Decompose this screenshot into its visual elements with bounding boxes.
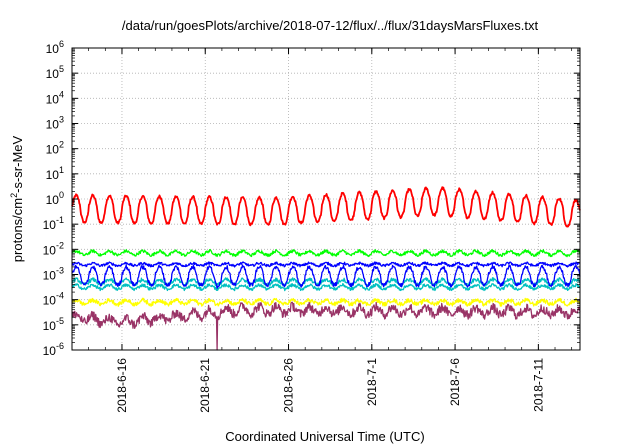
y-tick-label: 105 (46, 64, 64, 81)
y-tick-base: 10 (46, 118, 60, 132)
y-tick-label: 106 (46, 39, 64, 56)
x-tick-label: 2018-6-26 (282, 358, 296, 413)
y-tick-label: 100 (46, 190, 64, 207)
x-tick-label: 2018-7-1 (365, 358, 379, 406)
y-tick-label: 102 (46, 140, 64, 157)
grid (72, 48, 580, 350)
y-tick-label: 10-5 (43, 316, 64, 333)
y-axis-ticks: 10-610-510-410-310-210-11001011021031041… (43, 39, 580, 358)
y-tick-label: 10-4 (43, 291, 64, 308)
y-tick-base: 10 (43, 218, 57, 232)
y-tick-base: 10 (43, 269, 57, 283)
series-line-3 (71, 277, 581, 287)
y-tick-exponent: -2 (56, 240, 64, 250)
y-tick-base: 10 (46, 92, 60, 106)
series-line-4 (71, 264, 581, 291)
y-tick-exponent: 5 (59, 64, 64, 74)
y-tick-exponent: 0 (59, 190, 64, 200)
y-tick-base: 10 (43, 319, 57, 333)
y-tick-label: 10-6 (43, 341, 64, 358)
y-tick-exponent: -5 (56, 316, 64, 326)
y-tick-exponent: 1 (59, 165, 64, 175)
y-axis-label: protons/cm2-s-sr-MeV (9, 135, 25, 262)
series-line-7 (71, 301, 581, 351)
y-tick-base: 10 (43, 344, 57, 358)
y-tick-base: 10 (46, 168, 60, 182)
y-tick-label: 101 (46, 165, 64, 182)
series-line-1 (71, 248, 581, 258)
x-tick-label: 2018-6-21 (198, 358, 212, 413)
y-tick-base: 10 (43, 243, 57, 257)
y-tick-base: 10 (46, 67, 60, 81)
y-tick-exponent: -1 (56, 215, 64, 225)
y-tick-exponent: -6 (56, 341, 64, 351)
y-tick-label: 104 (46, 89, 64, 106)
y-tick-exponent: 6 (59, 39, 64, 49)
y-tick-base: 10 (46, 143, 60, 157)
y-tick-label: 10-3 (43, 266, 64, 283)
y-tick-label: 10-1 (43, 215, 64, 232)
y-tick-exponent: -3 (56, 266, 64, 276)
series-line-5 (71, 282, 581, 292)
y-tick-base: 10 (43, 294, 57, 308)
y-tick-label: 103 (46, 115, 64, 132)
y-tick-exponent: 4 (59, 89, 64, 99)
y-tick-exponent: -4 (56, 291, 64, 301)
y-tick-label: 10-2 (43, 240, 64, 257)
x-tick-label: 2018-7-11 (531, 358, 545, 412)
y-tick-base: 10 (46, 193, 60, 207)
x-tick-label: 2018-7-6 (448, 358, 462, 406)
y-tick-exponent: 3 (59, 115, 64, 125)
y-tick-exponent: 2 (59, 140, 64, 150)
series-line-2 (71, 261, 581, 268)
chart-title: /data/run/goesPlots/archive/2018-07-12/f… (122, 18, 539, 33)
y-tick-base: 10 (46, 42, 60, 56)
series-line-0 (71, 186, 581, 228)
x-axis-ticks: 2018-6-16 2018-6-21 2018-6-26 2018-7-1 2018-… (71, 48, 573, 413)
x-axis-label: Coordinated Universal Time (UTC) (225, 429, 424, 444)
series-line-6 (71, 297, 581, 307)
series-group (71, 186, 581, 351)
x-tick-label: 2018-6-16 (115, 358, 129, 413)
